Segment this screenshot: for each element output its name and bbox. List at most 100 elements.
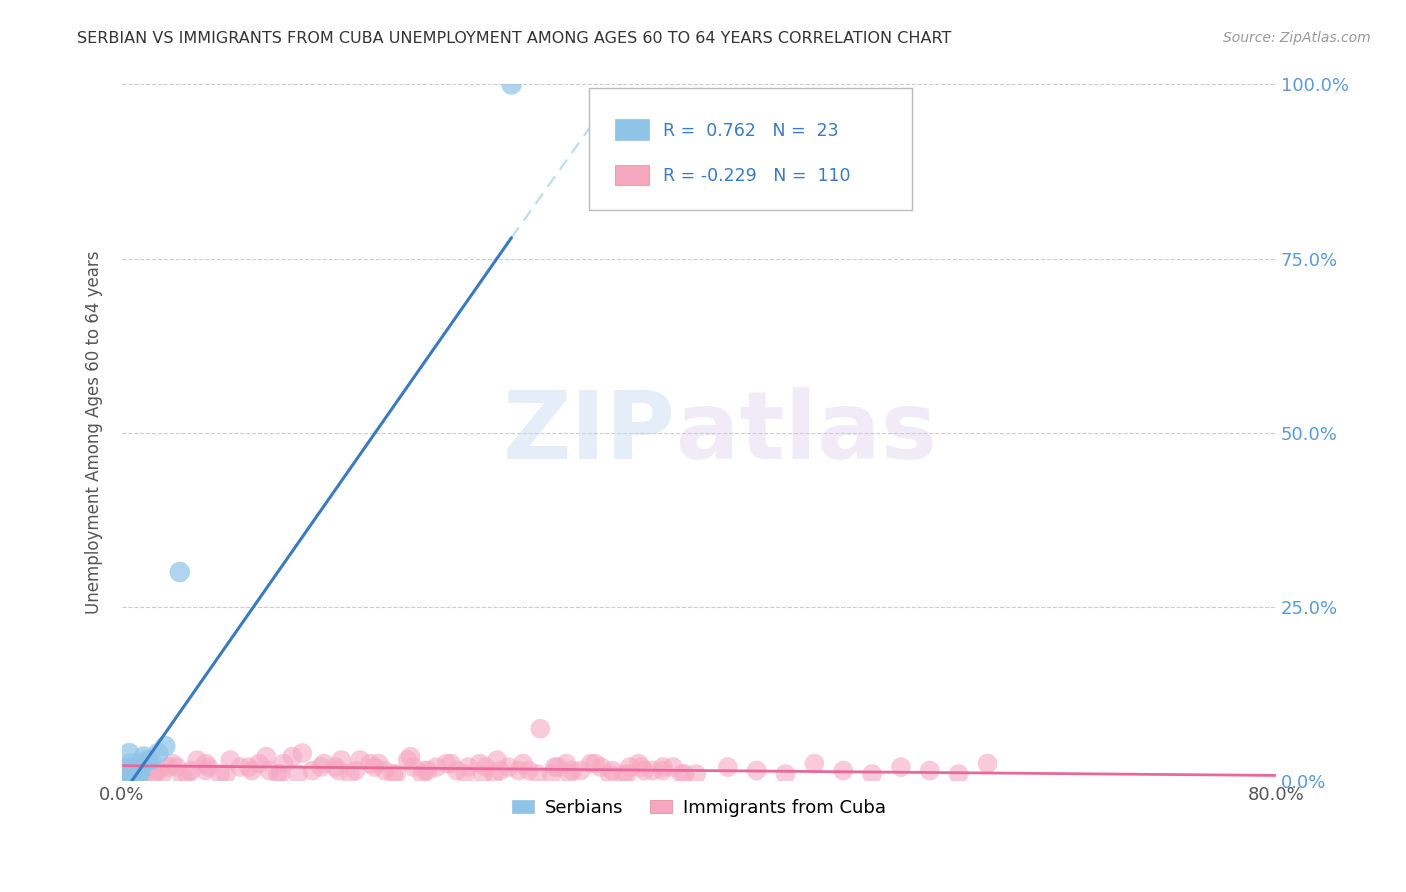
Point: [775, 767, 797, 781]
Point: [118, 746, 141, 760]
Point: [121, 769, 143, 783]
Point: [240, 764, 263, 778]
Point: [121, 764, 143, 778]
Point: [115, 772, 138, 786]
Point: [114, 772, 136, 787]
Point: [673, 767, 696, 781]
Point: [229, 760, 252, 774]
Point: [425, 760, 447, 774]
Point: [330, 753, 353, 767]
Point: [633, 764, 655, 778]
Point: [486, 753, 509, 767]
Point: [257, 764, 280, 778]
Point: [385, 767, 408, 781]
Point: [115, 772, 138, 786]
Point: [186, 753, 208, 767]
Point: [630, 760, 652, 774]
Point: [118, 771, 141, 785]
Point: [685, 767, 707, 781]
Point: [197, 760, 219, 774]
Point: [157, 760, 180, 774]
Point: [152, 767, 174, 781]
Point: [482, 767, 505, 781]
Point: [602, 764, 624, 778]
Point: [122, 768, 145, 782]
Point: [382, 767, 405, 781]
Point: [976, 756, 998, 771]
Point: [547, 760, 569, 774]
Point: [569, 764, 592, 778]
Point: [219, 753, 242, 767]
Point: [627, 756, 650, 771]
Point: [613, 767, 636, 781]
Point: [291, 746, 314, 760]
Text: SERBIAN VS IMMIGRANTS FROM CUBA UNEMPLOYMENT AMONG AGES 60 TO 64 YEARS CORRELATI: SERBIAN VS IMMIGRANTS FROM CUBA UNEMPLOY…: [77, 31, 952, 46]
Point: [118, 771, 141, 785]
Point: [745, 764, 768, 778]
Point: [616, 767, 638, 781]
Y-axis label: Unemployment Among Ages 60 to 64 years: Unemployment Among Ages 60 to 64 years: [86, 251, 103, 615]
Point: [652, 760, 675, 774]
Point: [948, 767, 970, 781]
Point: [270, 767, 292, 781]
Point: [832, 764, 855, 778]
Point: [652, 764, 675, 778]
Point: [169, 565, 191, 579]
Point: [457, 760, 479, 774]
Point: [349, 753, 371, 767]
Point: [132, 771, 155, 785]
Point: [115, 768, 138, 782]
Point: [309, 760, 332, 774]
Point: [194, 764, 217, 778]
Point: [146, 746, 169, 760]
Point: [803, 756, 825, 771]
Point: [436, 756, 458, 771]
Point: [529, 722, 551, 736]
Point: [139, 753, 162, 767]
Point: [411, 767, 433, 781]
Text: atlas: atlas: [676, 387, 936, 479]
Point: [619, 760, 641, 774]
Point: [512, 756, 534, 771]
Point: [339, 767, 361, 781]
Bar: [614, 164, 650, 186]
Point: [281, 749, 304, 764]
Point: [402, 760, 425, 774]
Point: [468, 756, 491, 771]
Point: [544, 760, 567, 774]
Legend: Serbians, Immigrants from Cuba: Serbians, Immigrants from Cuba: [505, 792, 893, 824]
Point: [555, 756, 578, 771]
Point: [125, 767, 148, 781]
Point: [328, 764, 350, 778]
Point: [136, 753, 159, 767]
Point: [363, 760, 385, 774]
Point: [440, 756, 463, 771]
Point: [194, 756, 217, 771]
Point: [136, 761, 159, 775]
Point: [454, 767, 477, 781]
Point: [501, 78, 523, 92]
Point: [374, 764, 396, 778]
Point: [209, 767, 232, 781]
Point: [641, 764, 664, 778]
Point: [312, 756, 335, 771]
Point: [396, 753, 419, 767]
Point: [287, 767, 309, 781]
Point: [489, 764, 512, 778]
Point: [583, 756, 606, 771]
Point: [132, 756, 155, 771]
Point: [155, 739, 177, 754]
Point: [471, 767, 494, 781]
Text: ZIP: ZIP: [503, 387, 676, 479]
Point: [122, 764, 145, 778]
Point: [474, 760, 496, 774]
Point: [344, 764, 367, 778]
Point: [162, 756, 184, 771]
Point: [180, 764, 202, 778]
Point: [367, 756, 389, 771]
Point: [416, 764, 439, 778]
Point: [128, 756, 150, 771]
Point: [717, 760, 740, 774]
Point: [662, 760, 685, 774]
Point: [413, 764, 436, 778]
